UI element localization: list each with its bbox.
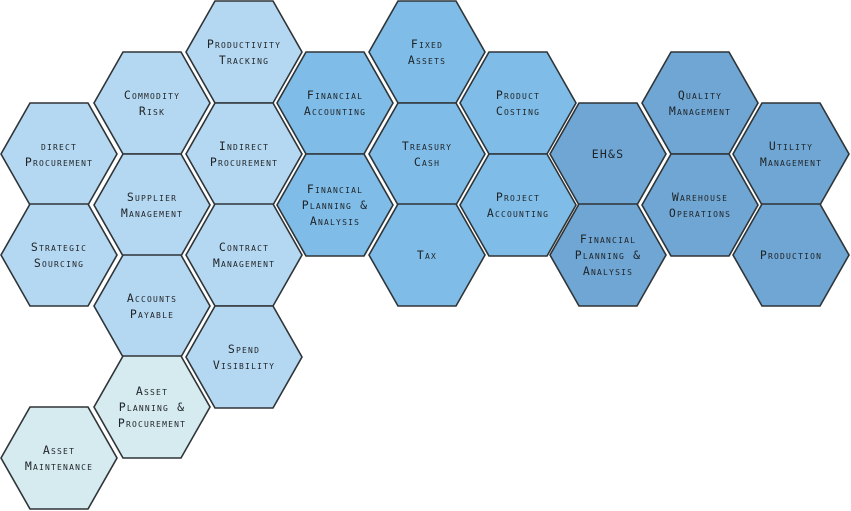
hex-direct-procurement: direct Procurement	[0, 102, 118, 206]
hex-label-line: Analysis	[583, 264, 633, 278]
hex-shape	[0, 102, 118, 206]
hex-warehouse-operations: Warehouse Operations	[641, 153, 759, 257]
hex-shape	[276, 153, 394, 257]
hex-label-line: Accounts	[127, 291, 177, 305]
hex-utility-management: Utility Management	[732, 102, 850, 206]
hex-shape	[732, 203, 850, 307]
hex-label-line: EH&S	[592, 147, 625, 161]
hex-fixed-assets: Fixed Assets	[368, 0, 486, 104]
hex-commodity-risk: Commodity Risk	[93, 51, 211, 155]
hex-label-line: Financial	[580, 232, 636, 246]
hex-treasury-cash: Treasury Cash	[368, 102, 486, 206]
hex-financial-accounting: Financial Accounting	[276, 51, 394, 155]
hex-production: Production	[732, 203, 850, 307]
hex-shape	[276, 51, 394, 155]
hex-label-line: Procurement	[118, 416, 186, 430]
hex-label-line: Project	[496, 190, 540, 204]
hex-label-line: Productivity	[207, 37, 281, 51]
hex-spend-visibility: Spend Visibility	[185, 305, 303, 409]
hex-financial-planning-analysis-1: Financial Planning & Analysis	[276, 153, 394, 257]
hex-shape	[0, 203, 118, 307]
hex-label-line: Fixed	[411, 37, 443, 51]
hex-label-line: Supplier	[127, 190, 177, 204]
hex-label-line: Procurement	[25, 155, 93, 169]
hex-shape	[368, 102, 486, 206]
hex-label-line: Planning &	[302, 198, 369, 212]
hex-label-line: Cash	[414, 155, 440, 169]
hex-label-line: Warehouse	[672, 190, 728, 204]
hex-label-line: Planning &	[575, 248, 642, 262]
hex-label-line: Treasury	[402, 139, 452, 153]
hex-shape	[641, 153, 759, 257]
hex-label-line: Analysis	[310, 214, 360, 228]
hex-shape	[368, 203, 486, 307]
hex-asset-maintenance: Asset Maintenance	[0, 406, 118, 510]
hex-label-line: Production	[760, 248, 822, 262]
hex-label-line: Operations	[669, 206, 731, 220]
hex-label-line: Procurement	[210, 155, 278, 169]
hex-project-accounting: Project Accounting	[459, 153, 577, 257]
hex-label-line: Quality	[678, 88, 722, 102]
hex-supplier-management: Supplier Management	[93, 153, 211, 257]
hex-shape	[641, 51, 759, 155]
hex-financial-planning-analysis-2: Financial Planning & Analysis	[549, 203, 667, 307]
hex-label-line: Financial	[307, 182, 363, 196]
hex-label-line: Assets	[408, 53, 446, 67]
hex-shape	[93, 153, 211, 257]
hex-label-line: Sourcing	[34, 256, 84, 270]
hex-label-line: Spend	[228, 342, 260, 356]
hex-label-line: Planning &	[119, 400, 186, 414]
hex-shape	[93, 355, 211, 459]
hex-label-line: Accounting	[487, 206, 549, 220]
hex-label-line: Tracking	[219, 53, 269, 67]
hex-label-line: direct	[41, 139, 77, 153]
hex-label-line: Product	[496, 88, 540, 102]
hex-label-line: Strategic	[31, 240, 87, 254]
hex-label-line: Management	[121, 206, 183, 220]
hex-shape	[549, 203, 667, 307]
hex-quality-management: Quality Management	[641, 51, 759, 155]
hex-label-line: Asset	[43, 443, 75, 457]
hex-label-line: Asset	[136, 384, 168, 398]
hex-label-line: Management	[669, 104, 731, 118]
hex-label-line: Risk	[139, 104, 165, 118]
hex-label-line: Financial	[307, 88, 363, 102]
hex-tax: Tax	[368, 203, 486, 307]
hex-shape	[185, 0, 303, 104]
hex-label-line: Accounting	[304, 104, 366, 118]
hex-asset-planning-procurement: Asset Planning & Procurement	[93, 355, 211, 459]
hex-shape	[0, 406, 118, 510]
hex-label-line: Management	[760, 155, 822, 169]
hex-shape	[93, 254, 211, 358]
hex-productivity-tracking: Productivity Tracking	[185, 0, 303, 104]
hex-label-line: Payable	[130, 307, 174, 321]
hex-shape	[732, 102, 850, 206]
hex-shape	[368, 0, 486, 104]
hex-indirect-procurement: Indirect Procurement	[185, 102, 303, 206]
hex-shape	[185, 305, 303, 409]
hex-label-line: Management	[213, 256, 275, 270]
hex-contract-management: Contract Management	[185, 203, 303, 307]
hex-label-line: Costing	[496, 104, 540, 118]
hex-label-line: Indirect	[219, 139, 269, 153]
hex-strategic-sourcing: Strategic Sourcing	[0, 203, 118, 307]
hex-label-line: Tax	[417, 248, 437, 262]
hex-label-line: Utility	[769, 139, 813, 153]
hex-accounts-payable: Accounts Payable	[93, 254, 211, 358]
hex-shape	[185, 102, 303, 206]
hex-shape	[93, 51, 211, 155]
hex-ehs: EH&S	[549, 102, 667, 206]
hex-label-line: Maintenance	[25, 459, 93, 473]
hex-shape	[459, 153, 577, 257]
hex-label-line: Contract	[219, 240, 269, 254]
hex-label-line: Visibility	[213, 358, 275, 372]
hex-label-line: Commodity	[124, 88, 180, 102]
